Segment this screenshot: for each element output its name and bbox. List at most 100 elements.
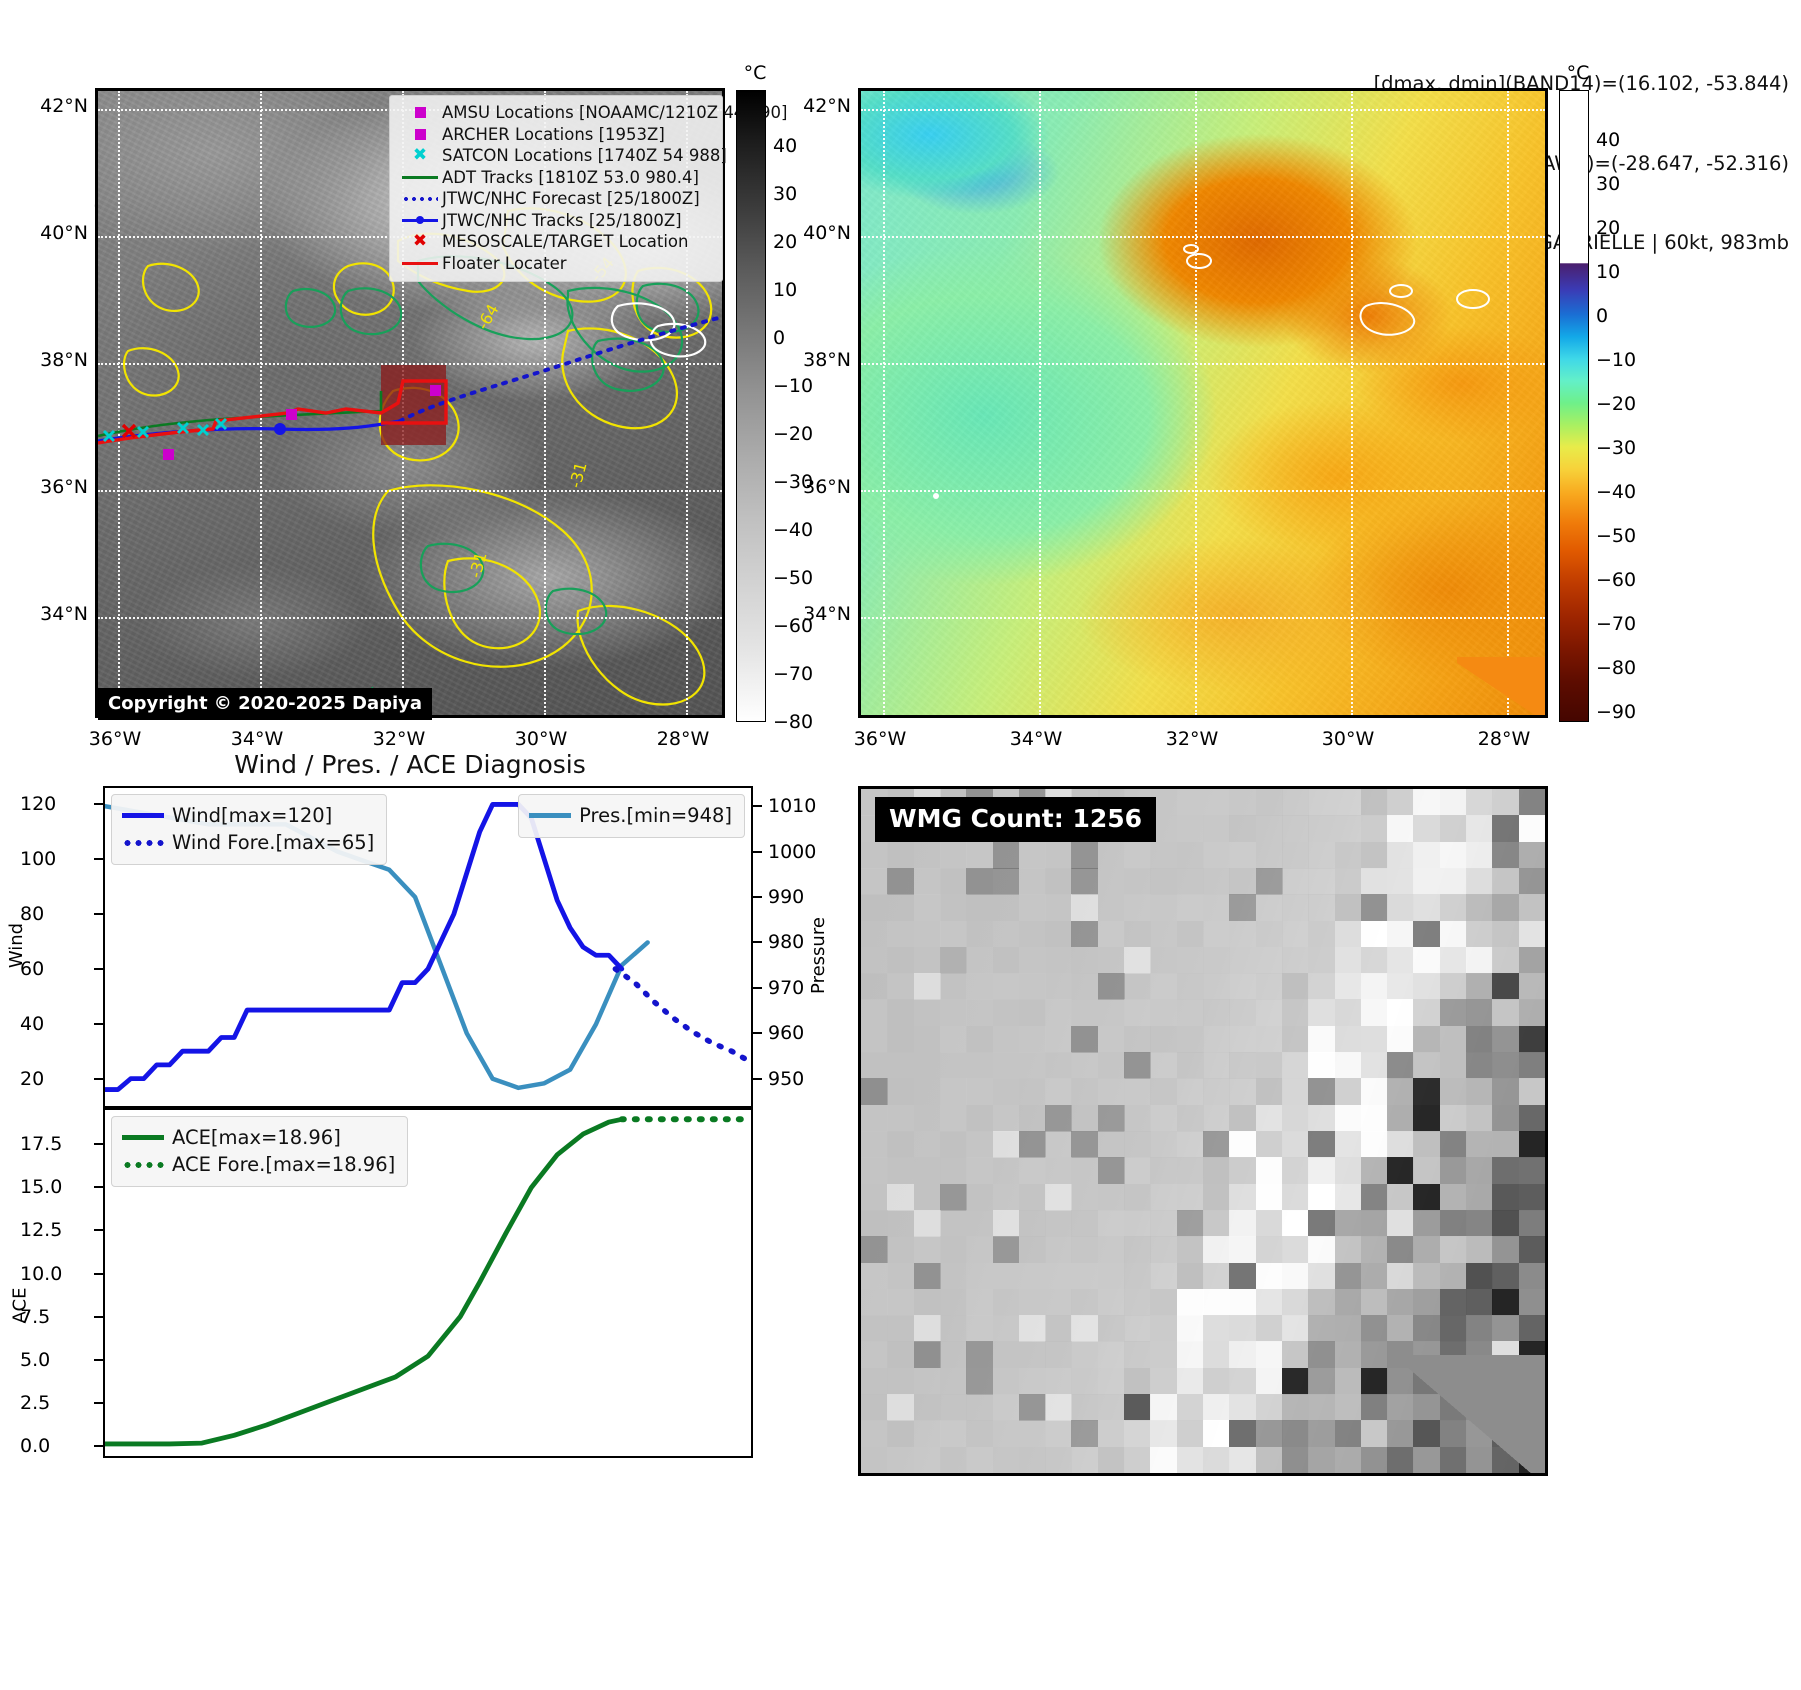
dotted-line-icon (122, 839, 172, 846)
colorbar-unit: °C (743, 62, 767, 84)
tick-mark (94, 1315, 103, 1318)
legend-item-wind[interactable]: Wind[max=120] (122, 802, 374, 829)
tick-mark (94, 913, 103, 916)
jtwc-nhc-forecast-line (398, 314, 722, 423)
legend-label: ACE[max=18.96] (172, 1126, 341, 1149)
ace-y-tick: 0.0 (20, 1434, 51, 1457)
lon-tick: 32°W (1165, 728, 1219, 750)
pressure-y-tick: 960 (768, 1022, 805, 1045)
colorbar-tick: 0 (773, 327, 786, 349)
line-icon (122, 1135, 172, 1140)
lat-tick: 36°N (803, 476, 851, 498)
lat-tick: 42°N (803, 95, 851, 117)
awv-contours (933, 244, 1490, 499)
line-with-dot-icon (398, 216, 442, 225)
mesoscale-target-box (381, 365, 446, 445)
legend-item-jtwc-nhc-tracks[interactable]: JTWC/NHC Tracks [25/1800Z] (398, 210, 714, 232)
legend-item-archer-locations[interactable]: ARCHER Locations [1953Z] (398, 124, 714, 146)
colorbar-tick: 40 (1596, 129, 1621, 151)
line-icon (529, 813, 579, 818)
awv-imagery (861, 91, 1545, 715)
map-legend: AMSU Locations [NOAAMC/1210Z 44 990] ARC… (389, 95, 788, 282)
pressure-y-tick: 970 (768, 976, 805, 999)
tick-mark (753, 850, 762, 853)
line-icon (398, 261, 442, 265)
tick-mark (94, 1358, 103, 1361)
wind-y-tick: 100 (20, 848, 57, 871)
legend-item-adt-tracks[interactable]: ADT Tracks [1810Z 53.0 980.4] (398, 167, 714, 189)
colorbar-tick: −90 (1596, 701, 1637, 723)
line-icon (398, 175, 442, 179)
tick-mark (94, 1444, 103, 1447)
pressure-y-tick: 1000 (768, 840, 817, 863)
awv-color-map[interactable] (858, 88, 1548, 718)
legend-label: SATCON Locations [1740Z 54 988] (442, 146, 727, 166)
charts-title: Wind / Pres. / ACE Diagnosis (234, 750, 586, 779)
ace-chart[interactable]: ACE[max=18.96] ACE Fore.[max=18.96] (103, 1108, 753, 1458)
tick-mark (94, 1401, 103, 1404)
x-marker-icon: ✖ (412, 231, 428, 252)
amsu-marker-group (163, 385, 441, 460)
colorbar-unit: °C (1566, 62, 1590, 84)
lat-tick: 40°N (803, 222, 851, 244)
legend-label: ARCHER Locations [1953Z] (442, 124, 665, 144)
ace-plot-area (105, 1116, 751, 1447)
legend-item-pressure[interactable]: Pres.[min=948] (529, 802, 732, 829)
dotted-line-icon (122, 1161, 172, 1168)
colorbar-tick: −80 (1596, 657, 1637, 679)
colorbar-tick: 20 (1596, 217, 1621, 239)
awv-colorbar: °C 40 30 20 10 0 −10 −20 −30 −40 −50 −60… (1556, 62, 1676, 723)
legend-label: Wind Fore.[max=65] (172, 831, 375, 854)
legend-item-wind-forecast[interactable]: Wind Fore.[max=65] (122, 829, 374, 856)
square-icon (398, 107, 442, 119)
line-icon (122, 813, 172, 818)
lat-tick: 36°N (40, 476, 88, 498)
tick-mark (94, 967, 103, 970)
ace-y-tick: 2.5 (20, 1391, 51, 1414)
tick-mark (94, 803, 103, 806)
wind-y-tick: 120 (20, 793, 57, 816)
wmg-corner-mask (1407, 1355, 1545, 1473)
pressure-y-tick: 990 (768, 886, 805, 909)
legend-label: MESOSCALE/TARGET Location (442, 232, 689, 252)
legend-item-satcon-locations[interactable]: ✖ SATCON Locations [1740Z 54 988] (398, 145, 727, 167)
colorbar-tick: −40 (773, 519, 814, 541)
tick-mark (94, 1229, 103, 1232)
colorbar-tick: −30 (1596, 437, 1637, 459)
wmg-count-badge: WMG Count: 1256 (875, 797, 1157, 842)
dotted-line-icon (398, 196, 442, 201)
ir-colorbar: °C 40 30 20 10 0 −10 −20 −30 −40 −50 −60… (733, 62, 823, 733)
tick-mark (753, 896, 762, 899)
legend-item-ace-forecast[interactable]: ACE Fore.[max=18.96] (122, 1151, 395, 1178)
lon-tick: 34°W (1009, 728, 1063, 750)
lon-tick: 36°W (88, 728, 142, 750)
legend-item-amsu-locations[interactable]: AMSU Locations [NOAAMC/1210Z 44 990] (398, 102, 788, 124)
legend-item-ace[interactable]: ACE[max=18.96] (122, 1124, 395, 1151)
tick-mark (753, 805, 762, 808)
legend-label: JTWC/NHC Tracks [25/1800Z] (442, 210, 682, 230)
lon-tick: 36°W (853, 728, 907, 750)
ace-y-tick: 17.5 (20, 1133, 63, 1156)
colorbar-tick: −20 (1596, 393, 1637, 415)
wmg-mosaic-map[interactable] (858, 786, 1548, 1476)
colorbar-tick: 40 (773, 135, 798, 157)
lon-tick: 28°W (656, 728, 710, 750)
colorbar-tick: −10 (773, 375, 814, 397)
colorbar-gradient (1559, 90, 1589, 722)
lat-tick: 34°N (803, 603, 851, 625)
x-marker-icon: ✖ (412, 145, 428, 166)
legend-item-floater-locater[interactable]: Floater Locater (398, 253, 714, 275)
awv-corner-mask (1457, 657, 1545, 715)
wmg-blocks (861, 789, 1545, 1473)
tick-mark (753, 1032, 762, 1035)
colorbar-tick: 30 (773, 183, 798, 205)
colorbar-tick: −50 (773, 567, 814, 589)
colorbar-tick: −50 (1596, 525, 1637, 547)
legend-item-mesoscale-target-location[interactable]: ✖ MESOSCALE/TARGET Location (398, 231, 714, 253)
wind-pressure-chart[interactable]: Wind[max=120] Wind Fore.[max=65] Pres.[m… (103, 786, 753, 1108)
tick-mark (94, 1186, 103, 1189)
legend-item-jtwc-nhc-forecast[interactable]: JTWC/NHC Forecast [25/1800Z] (398, 188, 714, 210)
pressure-y-tick: 980 (768, 931, 805, 954)
wind-y-tick: 60 (20, 957, 45, 980)
